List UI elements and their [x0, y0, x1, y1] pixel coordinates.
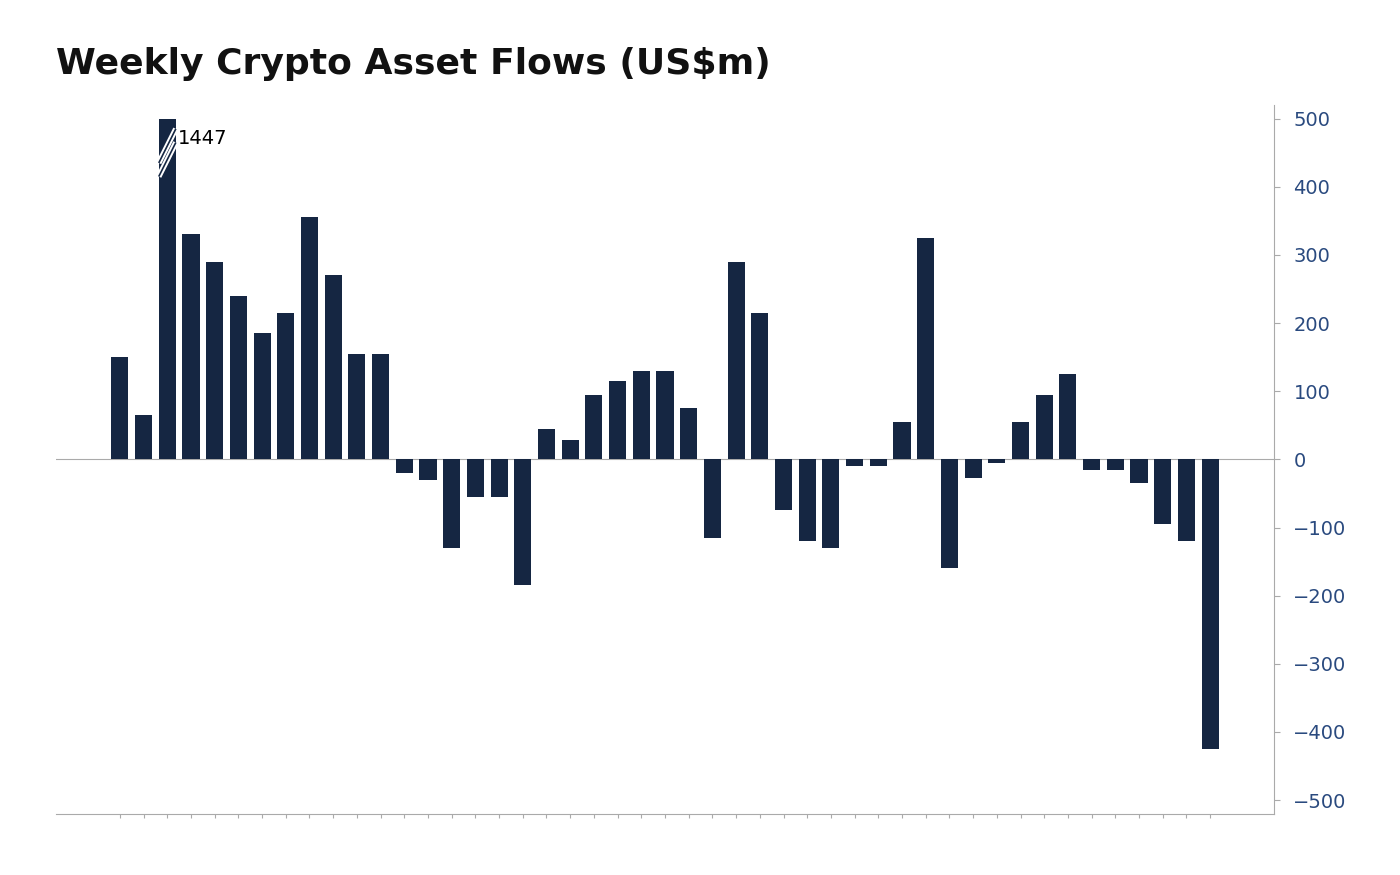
- Text: Weekly Crypto Asset Flows (US$m): Weekly Crypto Asset Flows (US$m): [56, 47, 771, 81]
- Bar: [372, 354, 389, 459]
- Bar: [396, 459, 413, 473]
- Bar: [444, 459, 461, 548]
- Bar: [893, 422, 910, 459]
- Bar: [609, 381, 626, 459]
- Bar: [112, 357, 129, 459]
- Bar: [633, 371, 650, 459]
- Bar: [680, 409, 697, 459]
- Bar: [728, 262, 745, 459]
- Bar: [941, 459, 958, 569]
- Bar: [538, 429, 554, 459]
- Bar: [1036, 395, 1053, 459]
- Bar: [988, 459, 1005, 463]
- Bar: [1154, 459, 1172, 524]
- Bar: [798, 459, 816, 541]
- Bar: [420, 459, 437, 480]
- Bar: [1130, 459, 1148, 483]
- Bar: [466, 459, 484, 497]
- Bar: [1177, 459, 1196, 541]
- Bar: [869, 459, 886, 466]
- Bar: [657, 371, 673, 459]
- Bar: [822, 459, 840, 548]
- Bar: [349, 354, 365, 459]
- Bar: [325, 276, 342, 459]
- Bar: [182, 234, 200, 459]
- Bar: [752, 313, 769, 459]
- Bar: [1012, 422, 1029, 459]
- Bar: [1084, 459, 1100, 470]
- Bar: [1107, 459, 1124, 470]
- Bar: [917, 238, 934, 459]
- Bar: [846, 459, 864, 466]
- Bar: [134, 415, 153, 459]
- Bar: [206, 262, 223, 459]
- Bar: [704, 459, 721, 538]
- Text: 1447: 1447: [178, 129, 227, 148]
- Bar: [585, 395, 602, 459]
- Bar: [490, 459, 508, 497]
- Bar: [514, 459, 532, 585]
- Bar: [230, 296, 246, 459]
- Bar: [1060, 374, 1077, 459]
- Bar: [776, 459, 792, 510]
- Bar: [561, 440, 578, 459]
- Bar: [301, 218, 318, 459]
- Bar: [253, 333, 270, 459]
- Bar: [158, 119, 176, 459]
- Bar: [277, 313, 294, 459]
- Bar: [1201, 459, 1218, 749]
- Bar: [965, 459, 981, 479]
